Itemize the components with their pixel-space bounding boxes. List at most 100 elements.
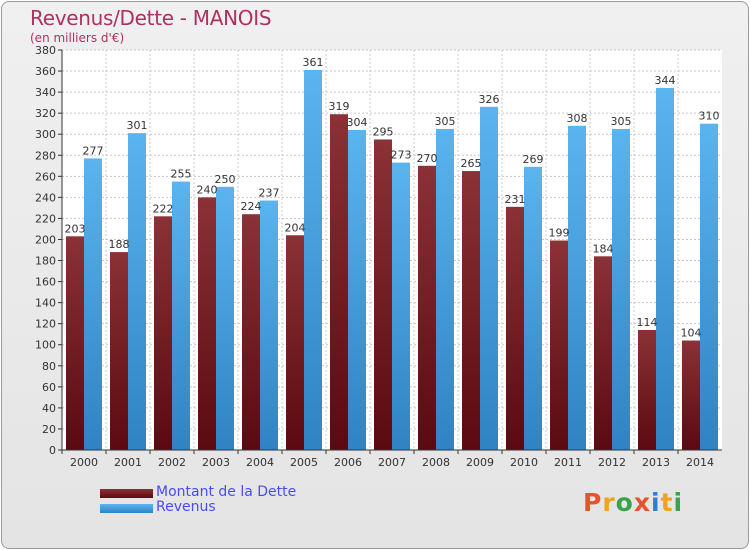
y-tick-label: 260 bbox=[35, 170, 56, 183]
x-tick-label: 2006 bbox=[334, 456, 362, 469]
data-label-debt: 224 bbox=[241, 200, 262, 213]
legend-swatch-revenue bbox=[100, 504, 153, 513]
chart-subtitle: (en milliers d'€) bbox=[30, 31, 125, 45]
data-label-revenue: 237 bbox=[259, 187, 280, 200]
proxiti-logo: Proxiti bbox=[583, 488, 683, 517]
x-tick-label: 2005 bbox=[290, 456, 318, 469]
data-label-revenue: 269 bbox=[523, 153, 544, 166]
bar-debt bbox=[550, 240, 568, 450]
data-label-debt: 104 bbox=[681, 327, 702, 340]
data-label-revenue: 273 bbox=[391, 149, 412, 162]
legend-swatch-debt bbox=[100, 489, 153, 498]
y-tick-label: 240 bbox=[35, 191, 56, 204]
bar-revenue bbox=[568, 125, 586, 450]
x-tick-label: 2014 bbox=[686, 456, 714, 469]
bar-debt bbox=[66, 236, 84, 450]
bar-revenue bbox=[260, 200, 278, 450]
logo-letter: P bbox=[583, 488, 603, 517]
bar-revenue bbox=[700, 123, 718, 451]
bar-debt bbox=[462, 171, 480, 451]
data-label-debt: 240 bbox=[197, 183, 218, 196]
x-tick-label: 2013 bbox=[642, 456, 670, 469]
bar-debt bbox=[682, 340, 700, 450]
y-tick-label: 180 bbox=[35, 255, 56, 268]
bar-debt bbox=[286, 235, 304, 450]
data-label-debt: 188 bbox=[109, 238, 130, 251]
y-tick-label: 80 bbox=[42, 360, 56, 373]
x-tick-label: 2000 bbox=[70, 456, 98, 469]
data-label-revenue: 250 bbox=[215, 173, 236, 186]
logo-letter: r bbox=[602, 488, 616, 517]
legend-label-debt: Montant de la Dette bbox=[156, 484, 297, 500]
logo-letter: t bbox=[660, 488, 674, 517]
bar-revenue bbox=[436, 128, 454, 450]
bar-revenue bbox=[172, 181, 190, 450]
logo-letter: i bbox=[673, 488, 684, 517]
y-tick-label: 40 bbox=[42, 402, 56, 415]
logo-letter: i bbox=[651, 488, 661, 517]
y-tick-label: 200 bbox=[35, 233, 56, 246]
data-label-revenue: 255 bbox=[171, 168, 192, 181]
x-tick-label: 2010 bbox=[510, 456, 538, 469]
bar-debt bbox=[110, 252, 128, 450]
chart-title: Revenus/Dette - MANOIS bbox=[30, 6, 272, 30]
bar-revenue bbox=[392, 162, 410, 450]
data-label-revenue: 344 bbox=[655, 74, 676, 87]
y-tick-label: 100 bbox=[35, 339, 56, 352]
data-label-debt: 184 bbox=[593, 242, 614, 255]
y-tick-label: 120 bbox=[35, 318, 56, 331]
y-tick-label: 140 bbox=[35, 297, 56, 310]
bar-revenue bbox=[348, 130, 366, 450]
logo-letter: x bbox=[633, 488, 651, 517]
data-label-revenue: 308 bbox=[567, 112, 588, 125]
x-tick-label: 2009 bbox=[466, 456, 494, 469]
y-tick-label: 380 bbox=[35, 44, 56, 57]
data-label-debt: 270 bbox=[417, 152, 438, 165]
bar-debt bbox=[418, 165, 436, 450]
bar-debt bbox=[330, 114, 348, 451]
x-tick-label: 2001 bbox=[114, 456, 142, 469]
bar-debt bbox=[638, 330, 656, 450]
data-label-revenue: 305 bbox=[435, 115, 456, 128]
bar-debt bbox=[506, 206, 524, 450]
y-tick-label: 320 bbox=[35, 107, 56, 120]
y-tick-label: 60 bbox=[42, 381, 56, 394]
bar-revenue bbox=[656, 87, 674, 450]
data-label-revenue: 301 bbox=[127, 119, 148, 132]
logo-letter: o bbox=[615, 488, 634, 517]
bar-debt bbox=[154, 216, 172, 450]
data-label-debt: 231 bbox=[505, 193, 526, 206]
y-tick-label: 160 bbox=[35, 276, 56, 289]
bar-debt bbox=[594, 256, 612, 450]
data-label-revenue: 326 bbox=[479, 93, 500, 106]
data-label-debt: 295 bbox=[373, 125, 394, 138]
data-label-debt: 203 bbox=[65, 222, 86, 235]
data-label-debt: 265 bbox=[461, 157, 482, 170]
data-label-debt: 222 bbox=[153, 202, 174, 215]
x-tick-label: 2008 bbox=[422, 456, 450, 469]
x-tick-label: 2002 bbox=[158, 456, 186, 469]
data-label-debt: 319 bbox=[329, 100, 350, 113]
bar-revenue bbox=[612, 128, 630, 450]
bar-revenue bbox=[524, 166, 542, 450]
bar-revenue bbox=[216, 186, 234, 450]
data-label-revenue: 305 bbox=[611, 115, 632, 128]
bar-debt bbox=[242, 214, 260, 450]
data-label-revenue: 361 bbox=[303, 56, 324, 69]
y-tick-label: 0 bbox=[49, 444, 56, 457]
x-tick-label: 2007 bbox=[378, 456, 406, 469]
y-tick-label: 220 bbox=[35, 212, 56, 225]
data-label-revenue: 304 bbox=[347, 116, 368, 129]
data-label-revenue: 310 bbox=[699, 110, 720, 123]
data-label-debt: 199 bbox=[549, 227, 570, 240]
data-label-debt: 114 bbox=[637, 316, 658, 329]
bar-revenue bbox=[84, 158, 102, 450]
x-tick-label: 2012 bbox=[598, 456, 626, 469]
y-tick-label: 340 bbox=[35, 86, 56, 99]
y-tick-label: 20 bbox=[42, 423, 56, 436]
legend-label-revenue: Revenus bbox=[156, 499, 216, 515]
bar-revenue bbox=[304, 70, 322, 450]
y-tick-label: 300 bbox=[35, 128, 56, 141]
y-tick-label: 360 bbox=[35, 65, 56, 78]
x-tick-label: 2003 bbox=[202, 456, 230, 469]
